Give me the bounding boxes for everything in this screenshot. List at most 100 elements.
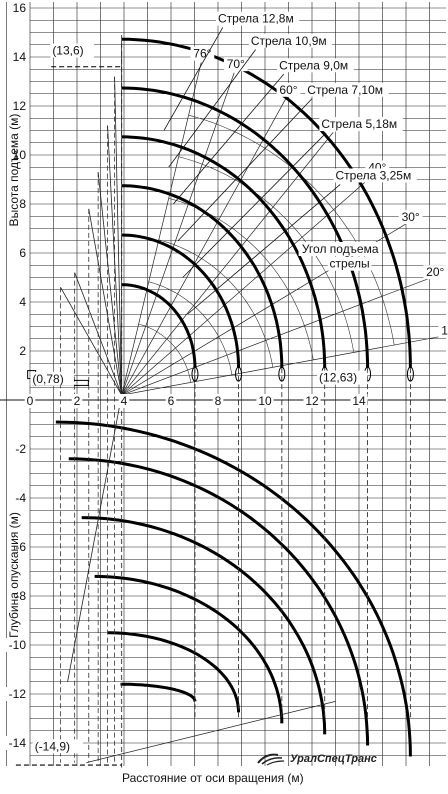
boom-label: Стрела 9,0м <box>279 58 348 72</box>
angle-label: 60° <box>279 83 297 97</box>
label-bg <box>438 323 448 338</box>
x-tick-label: 0 <box>27 394 34 408</box>
label-bg <box>10 442 29 456</box>
angle-line <box>121 174 374 396</box>
boom-label-leader <box>182 132 327 278</box>
reach-envelope-lower <box>55 420 412 757</box>
angle-label: 10° <box>441 324 448 338</box>
angle-line <box>121 132 334 396</box>
boom-arm <box>97 172 123 396</box>
reach-envelope-upper <box>121 233 240 369</box>
label-bg <box>317 370 368 385</box>
label-bg <box>10 1 29 15</box>
label-bg <box>216 11 300 26</box>
label-bg <box>17 344 28 358</box>
label-bg <box>398 210 423 225</box>
label-bg <box>303 394 321 408</box>
y-tick-label: 12 <box>13 99 27 113</box>
reach-envelope-lower <box>107 631 240 713</box>
y-tick-label: 14 <box>13 50 27 64</box>
boom-label: Стрела 5,18м <box>321 117 397 131</box>
label-bg <box>423 265 448 280</box>
boom-arm <box>88 208 123 396</box>
y-tick-label: -10 <box>9 638 27 652</box>
boom-label: Стрела 10,9м <box>251 34 327 48</box>
reach-envelope-lower <box>81 516 327 735</box>
hook-marker <box>191 366 199 382</box>
label-bg <box>10 491 29 505</box>
label-bg <box>350 394 368 408</box>
x-tick-label: 4 <box>121 394 128 408</box>
label-bg <box>10 148 29 162</box>
label-bg <box>50 43 94 58</box>
reach-envelope-lower <box>94 574 284 724</box>
label-bg <box>165 394 177 408</box>
angle-label: 70° <box>227 57 245 71</box>
coordinate-annotation: (0,78) <box>32 372 63 386</box>
angle-arc <box>148 281 233 375</box>
y-tick-label: -6 <box>15 540 26 554</box>
brand-icon <box>257 753 285 766</box>
boom-label-leader <box>168 49 256 168</box>
label-bg <box>319 117 403 132</box>
label-bg <box>298 242 382 256</box>
label-bg <box>277 58 354 73</box>
label-bg <box>305 82 389 97</box>
label-bg <box>190 46 215 61</box>
angle-title-line1: Угол подъема <box>302 242 379 256</box>
reach-envelope-lower <box>120 682 197 702</box>
angle-line <box>121 97 287 396</box>
y-tick-label: -2 <box>15 442 26 456</box>
y-tick-label: -8 <box>15 589 26 603</box>
boom-label: Стрела 7,10м <box>307 83 383 97</box>
boom-label-leader <box>187 184 341 315</box>
x-tick-label: 6 <box>168 394 175 408</box>
depth-envelope-line <box>86 700 336 763</box>
reach-envelope-upper <box>121 184 284 369</box>
label-bg <box>276 82 301 97</box>
coordinate-annotation: (12,63) <box>319 371 357 385</box>
label-bg <box>10 540 29 554</box>
reach-envelope-upper <box>121 135 327 369</box>
label-bg <box>17 246 28 260</box>
coordinate-annotation: (13,6) <box>52 44 83 58</box>
boom-arm-lower <box>67 395 123 682</box>
label-bg <box>248 33 333 48</box>
label-bg <box>32 739 83 754</box>
angle-label: 76° <box>193 47 211 61</box>
label-bg <box>4 736 28 750</box>
y-tick-label: 6 <box>19 246 26 260</box>
boom-label: Стрела 3,25м <box>336 169 412 183</box>
coordinate-annotation: (-14,9) <box>35 739 70 753</box>
label-bg <box>118 394 130 408</box>
y-tick-label: 8 <box>19 197 26 211</box>
y-tick-label: 4 <box>19 295 26 309</box>
y-tick-label: -14 <box>9 736 27 750</box>
reach-envelope-upper <box>121 86 370 369</box>
x-axis-label: Расстояние от оси вращения (м) <box>122 771 304 785</box>
angle-line <box>121 72 235 396</box>
x-tick-label: 2 <box>74 394 81 408</box>
boom-label-leader <box>163 27 224 131</box>
y-tick-label: -12 <box>9 687 27 701</box>
y-axis-label-lifting-height: Высота подъема (м) <box>7 113 21 227</box>
y-tick-label: 10 <box>13 148 27 162</box>
angle-line <box>121 335 446 396</box>
angle-arc <box>158 239 274 368</box>
brand-logo: УралСпецТранс <box>256 752 377 766</box>
y-tick-label: -4 <box>15 491 26 505</box>
hook-marker <box>406 366 414 382</box>
label-bg <box>17 295 28 309</box>
label-bg <box>4 638 28 652</box>
label-bg <box>333 168 417 183</box>
label-bg <box>4 687 28 701</box>
brand-name: УралСпецТранс <box>290 753 377 765</box>
hook-marker <box>235 366 243 382</box>
x-tick-label: 12 <box>305 394 319 408</box>
label-bg <box>256 394 274 408</box>
label-bg <box>10 589 29 603</box>
label-bg <box>24 394 36 408</box>
y-tick-label: 16 <box>13 1 27 15</box>
boom-label-leader <box>173 73 285 205</box>
